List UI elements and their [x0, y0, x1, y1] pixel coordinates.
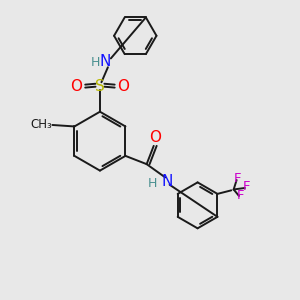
Text: H: H	[148, 177, 157, 190]
Text: O: O	[149, 130, 161, 145]
Text: N: N	[99, 54, 111, 69]
Text: N: N	[162, 174, 173, 189]
Text: O: O	[118, 79, 130, 94]
Text: S: S	[95, 79, 105, 94]
Text: F: F	[236, 189, 244, 203]
Text: F: F	[233, 172, 241, 185]
Text: O: O	[70, 79, 83, 94]
Text: CH₃: CH₃	[31, 118, 52, 131]
Text: F: F	[242, 180, 250, 193]
Text: H: H	[90, 56, 100, 69]
